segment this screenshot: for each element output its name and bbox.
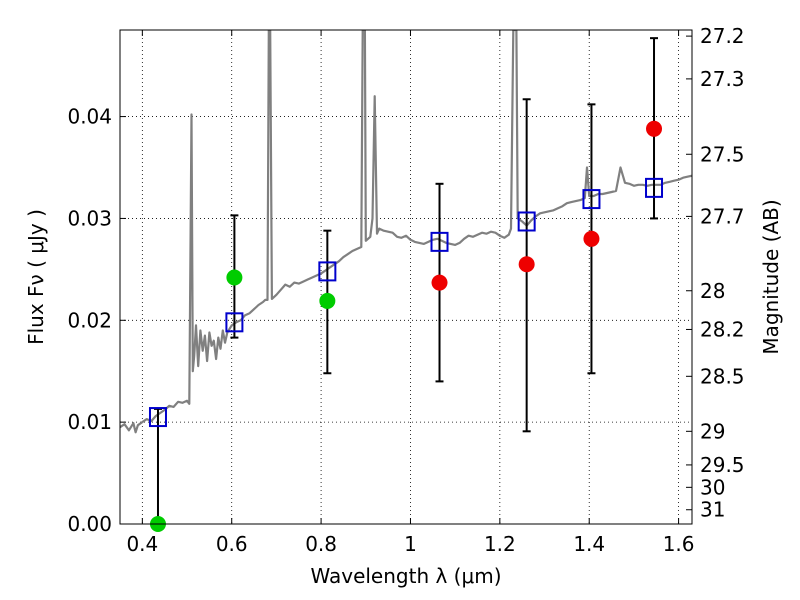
right-y-tick-label: 27.5 <box>700 142 745 166</box>
right-y-tick-label: 27.7 <box>700 204 745 228</box>
x-tick-label: 0.6 <box>216 532 248 556</box>
green-data-point <box>226 269 243 286</box>
right-y-axis-label: Magnitude (AB) <box>759 199 783 354</box>
model-photometry-square <box>225 312 244 333</box>
y-tick-label: 0.02 <box>67 308 112 332</box>
model-photometry-square <box>148 407 167 428</box>
model-photometry-square <box>582 189 601 210</box>
y-tick-label: 0.01 <box>67 410 112 434</box>
x-tick-label: 1.6 <box>663 532 695 556</box>
red-data-point <box>583 230 600 247</box>
right-y-tick-label: 31 <box>700 498 725 522</box>
green-data-point <box>319 292 336 309</box>
right-y-tick-label: 28.5 <box>700 364 745 388</box>
right-y-tick-label: 29.5 <box>700 453 745 477</box>
y-tick-label: 0.04 <box>67 105 112 129</box>
x-tick-labels: 0.4 0.6 0.8 1 1.2 1.4 1.6 <box>126 532 694 556</box>
right-y-tick-label: 30 <box>700 475 725 499</box>
model-photometry-square <box>645 177 664 198</box>
right-y-tick-label: 28 <box>700 279 725 303</box>
model-photometry-layer <box>148 177 664 428</box>
observed-photometry-layer <box>149 120 663 532</box>
model-spectrum-layer <box>120 30 692 434</box>
model-spectrum-line <box>120 30 692 434</box>
model-photometry-square <box>517 211 536 232</box>
x-tick-label: 0.8 <box>305 532 337 556</box>
plot-frame <box>119 29 693 525</box>
red-data-point <box>646 120 663 137</box>
right-y-tick-label: 27.2 <box>700 24 745 48</box>
red-data-point <box>431 274 448 291</box>
model-photometry-square <box>318 261 337 282</box>
x-tick-label: 0.4 <box>126 532 158 556</box>
y-tick-labels: 0.00 0.01 0.02 0.03 0.04 <box>67 105 112 536</box>
x-tick-label: 1.2 <box>484 532 516 556</box>
x-tick-label: 1 <box>404 532 417 556</box>
x-tick-label: 1.4 <box>573 532 605 556</box>
y-tick-label: 0.00 <box>67 512 112 536</box>
model-photometry-square <box>430 231 449 252</box>
y-axis-label: Flux Fν ( μJy ) <box>24 209 48 345</box>
right-y-tick-label: 27.3 <box>700 67 745 91</box>
right-y-tick-label: 29 <box>700 419 725 443</box>
y-tick-label: 0.03 <box>67 206 112 230</box>
grid-lines <box>120 30 692 524</box>
axis-ticks <box>120 30 692 525</box>
right-y-tick-label: 28.2 <box>700 317 745 341</box>
x-axis-label: Wavelength λ (μm) <box>310 564 501 588</box>
red-data-point <box>518 256 535 273</box>
